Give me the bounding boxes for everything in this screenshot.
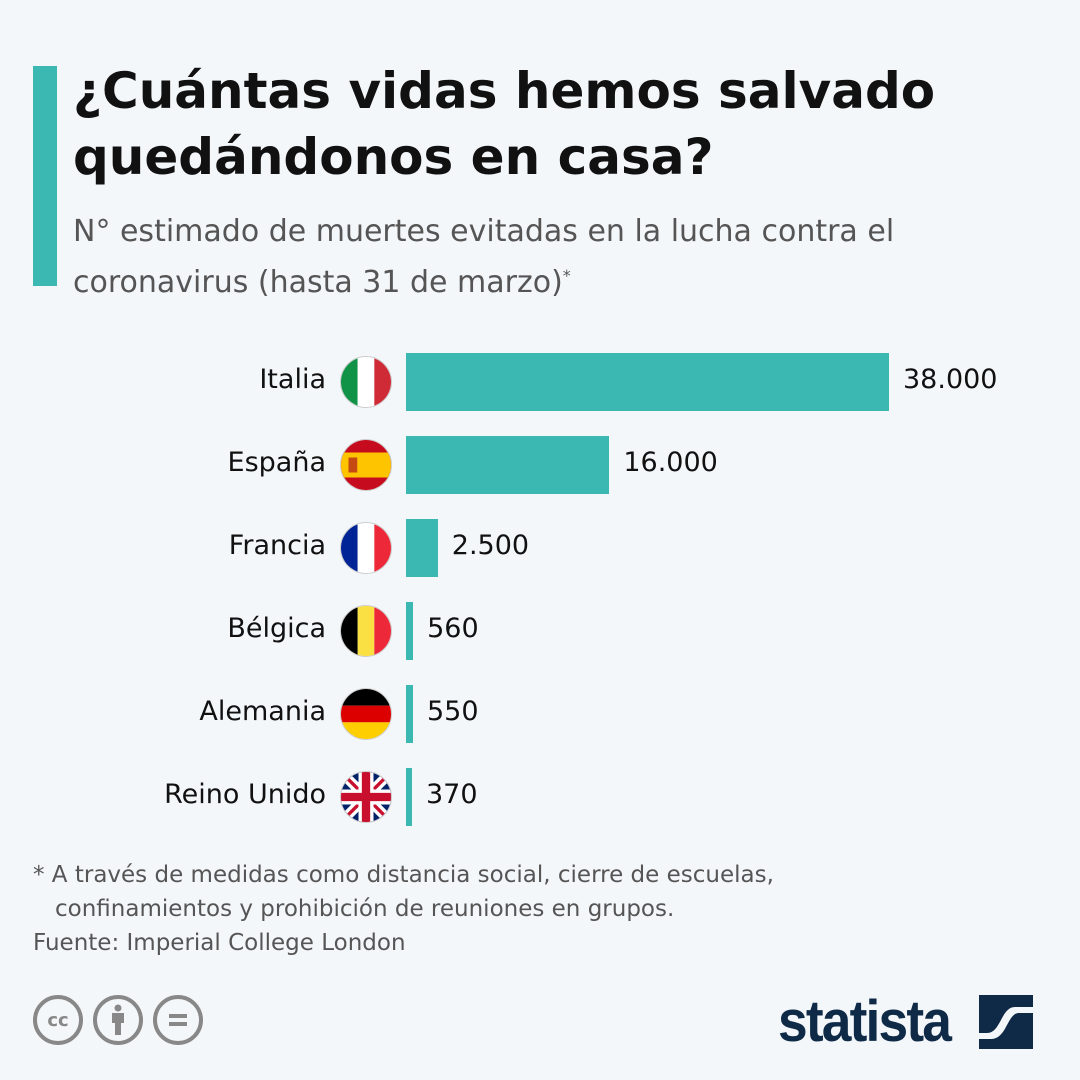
cc-icon[interactable]: cc: [33, 995, 83, 1045]
germany-flag-icon: [340, 688, 392, 740]
bar-row: España 16.000: [0, 435, 1080, 495]
bar: [406, 602, 414, 660]
bar-row: Reino Unido 370: [0, 767, 1080, 827]
value-label: 550: [426, 696, 479, 727]
belgium-flag-icon: [340, 605, 392, 657]
page-title: ¿Cuántas vidas hemos salvado quedándonos…: [73, 62, 936, 186]
no-derivatives-icon[interactable]: [153, 995, 203, 1045]
footnote-line: confinamientos y prohibición de reunione…: [55, 896, 675, 922]
statista-logo[interactable]: statista: [778, 988, 1034, 1055]
value-label: 560: [427, 613, 479, 644]
value-label: 370: [426, 779, 478, 810]
category-label: Francia: [228, 530, 326, 561]
italy-flag-icon: [340, 356, 392, 408]
subtitle-text: N° estimado de muertes evitadas en la lu…: [73, 214, 895, 300]
bar-chart: Italia 38.000 España 16.000 Francia 2.500 Bélg…: [0, 340, 1080, 840]
footnote: * A través de medidas como distancia soc…: [33, 858, 774, 926]
bar: [406, 768, 412, 826]
value-label: 2.500: [451, 530, 530, 561]
footnote-line: * A través de medidas como distancia soc…: [33, 862, 774, 888]
logo-mark-icon: [979, 994, 1034, 1049]
logo-wordmark: statista: [778, 989, 952, 1054]
bar-row: Italia 38.000: [0, 352, 1080, 412]
bar: [406, 519, 438, 577]
value-label: 16.000: [623, 447, 718, 478]
bar-row: Francia 2.500: [0, 518, 1080, 578]
category-label: España: [227, 447, 326, 478]
bar: [406, 685, 413, 743]
subtitle: N° estimado de muertes evitadas en la lu…: [73, 210, 1053, 305]
bar: [406, 353, 889, 411]
footnote-mark: *: [562, 266, 571, 285]
source: Fuente: Imperial College London: [33, 930, 406, 956]
bar: [406, 436, 610, 494]
attribution-icon[interactable]: [93, 995, 143, 1045]
bar-row: Bélgica 560: [0, 601, 1080, 661]
spain-flag-icon: [340, 439, 392, 491]
category-label: Italia: [259, 364, 326, 395]
category-label: Alemania: [199, 696, 326, 727]
value-label: 38.000: [903, 364, 998, 395]
category-label: Bélgica: [227, 613, 326, 644]
category-label: Reino Unido: [164, 779, 326, 810]
license-icons: cc: [33, 995, 203, 1045]
accent-bar: [33, 66, 57, 286]
france-flag-icon: [340, 522, 392, 574]
uk-flag-icon: [340, 771, 392, 823]
bar-row: Alemania 550: [0, 684, 1080, 744]
